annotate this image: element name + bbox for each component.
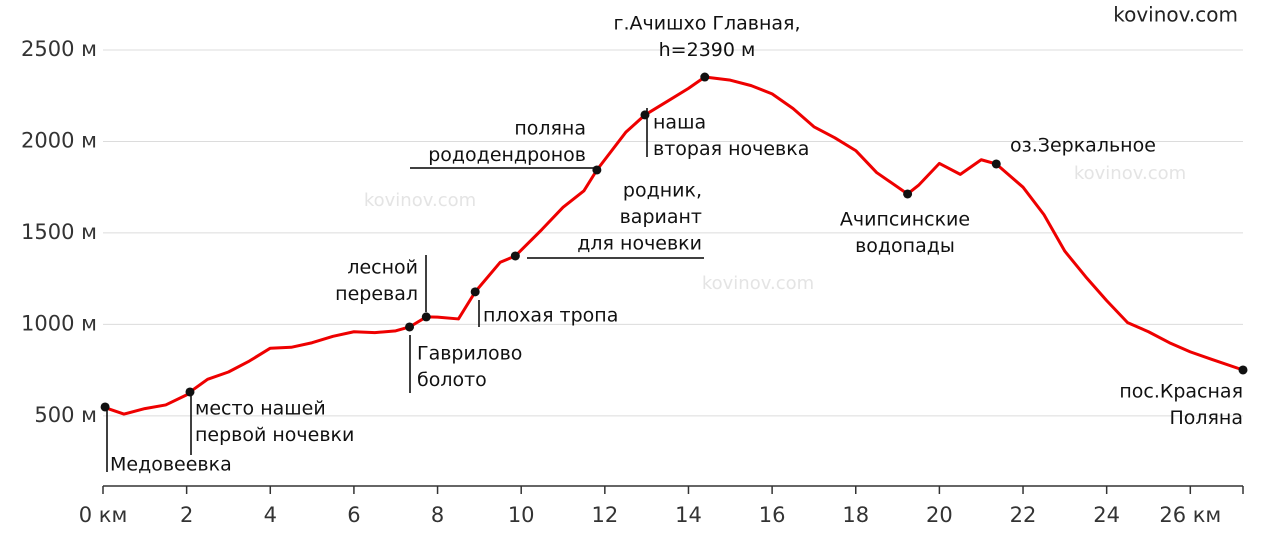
x-tick-label: 12 [591, 503, 618, 527]
marker [700, 72, 710, 82]
watermark: kovinov.com [364, 190, 476, 211]
marker-label: родник, [623, 180, 702, 202]
x-tick-label: 16 [759, 503, 786, 527]
x-tick-label: 8 [431, 503, 444, 527]
x-tick-label: 6 [347, 503, 360, 527]
marker-label: вторая ночевка [653, 138, 809, 160]
marker-label: наша [653, 112, 706, 134]
marker-label: Гаврилово [417, 343, 522, 365]
marker-label: болото [417, 369, 487, 391]
marker [470, 287, 480, 297]
marker-label: пос.Красная [1119, 381, 1243, 403]
y-tick-label: 2500 м [21, 37, 97, 61]
marker [903, 189, 913, 199]
y-tick-label: 2000 м [21, 128, 97, 152]
marker-label: Медовеевка [110, 454, 232, 476]
x-tick-label: 22 [1010, 503, 1037, 527]
x-tick-label: 26 км [1159, 503, 1221, 527]
x-tick-label: 4 [264, 503, 277, 527]
marker-label: первой ночевки [195, 424, 354, 446]
marker-label: Ачипсинские [840, 209, 970, 231]
marker [405, 322, 415, 332]
marker [421, 312, 431, 322]
marker-label: водопады [855, 235, 955, 257]
marker [1238, 365, 1248, 375]
marker-label: вариант [620, 206, 702, 228]
x-tick-label: 0 км [79, 503, 128, 527]
marker [185, 387, 195, 397]
x-tick-label: 2 [180, 503, 193, 527]
marker-label: г.Ачишхо Главная, [614, 13, 801, 35]
x-tick-label: 18 [842, 503, 869, 527]
x-tick-label: 20 [926, 503, 953, 527]
marker [991, 159, 1001, 169]
watermark: kovinov.com [1074, 163, 1186, 184]
y-tick-label: 1500 м [21, 220, 97, 244]
marker-label: плохая тропа [483, 305, 618, 327]
x-tick-label: 14 [675, 503, 702, 527]
x-tick-label: 24 [1093, 503, 1120, 527]
marker [510, 251, 520, 261]
marker-label: лесной [347, 257, 418, 279]
y-tick-label: 1000 м [21, 311, 97, 335]
marker-label: Поляна [1169, 407, 1243, 429]
watermark: kovinov.com [1113, 3, 1238, 27]
marker [640, 110, 650, 120]
marker-label: h=2390 м [659, 39, 756, 61]
x-tick-label: 10 [508, 503, 535, 527]
marker [100, 402, 110, 412]
marker-label: для ночевки [577, 233, 702, 255]
marker-label: рододендронов [428, 144, 586, 166]
marker-label: перевал [335, 283, 418, 305]
marker [592, 165, 602, 175]
y-tick-label: 500 м [34, 403, 97, 427]
marker-label: оз.Зеркальное [1010, 135, 1156, 157]
watermark: kovinov.com [702, 273, 814, 294]
marker-label: место нашей [195, 398, 326, 420]
marker-label: поляна [514, 118, 586, 140]
